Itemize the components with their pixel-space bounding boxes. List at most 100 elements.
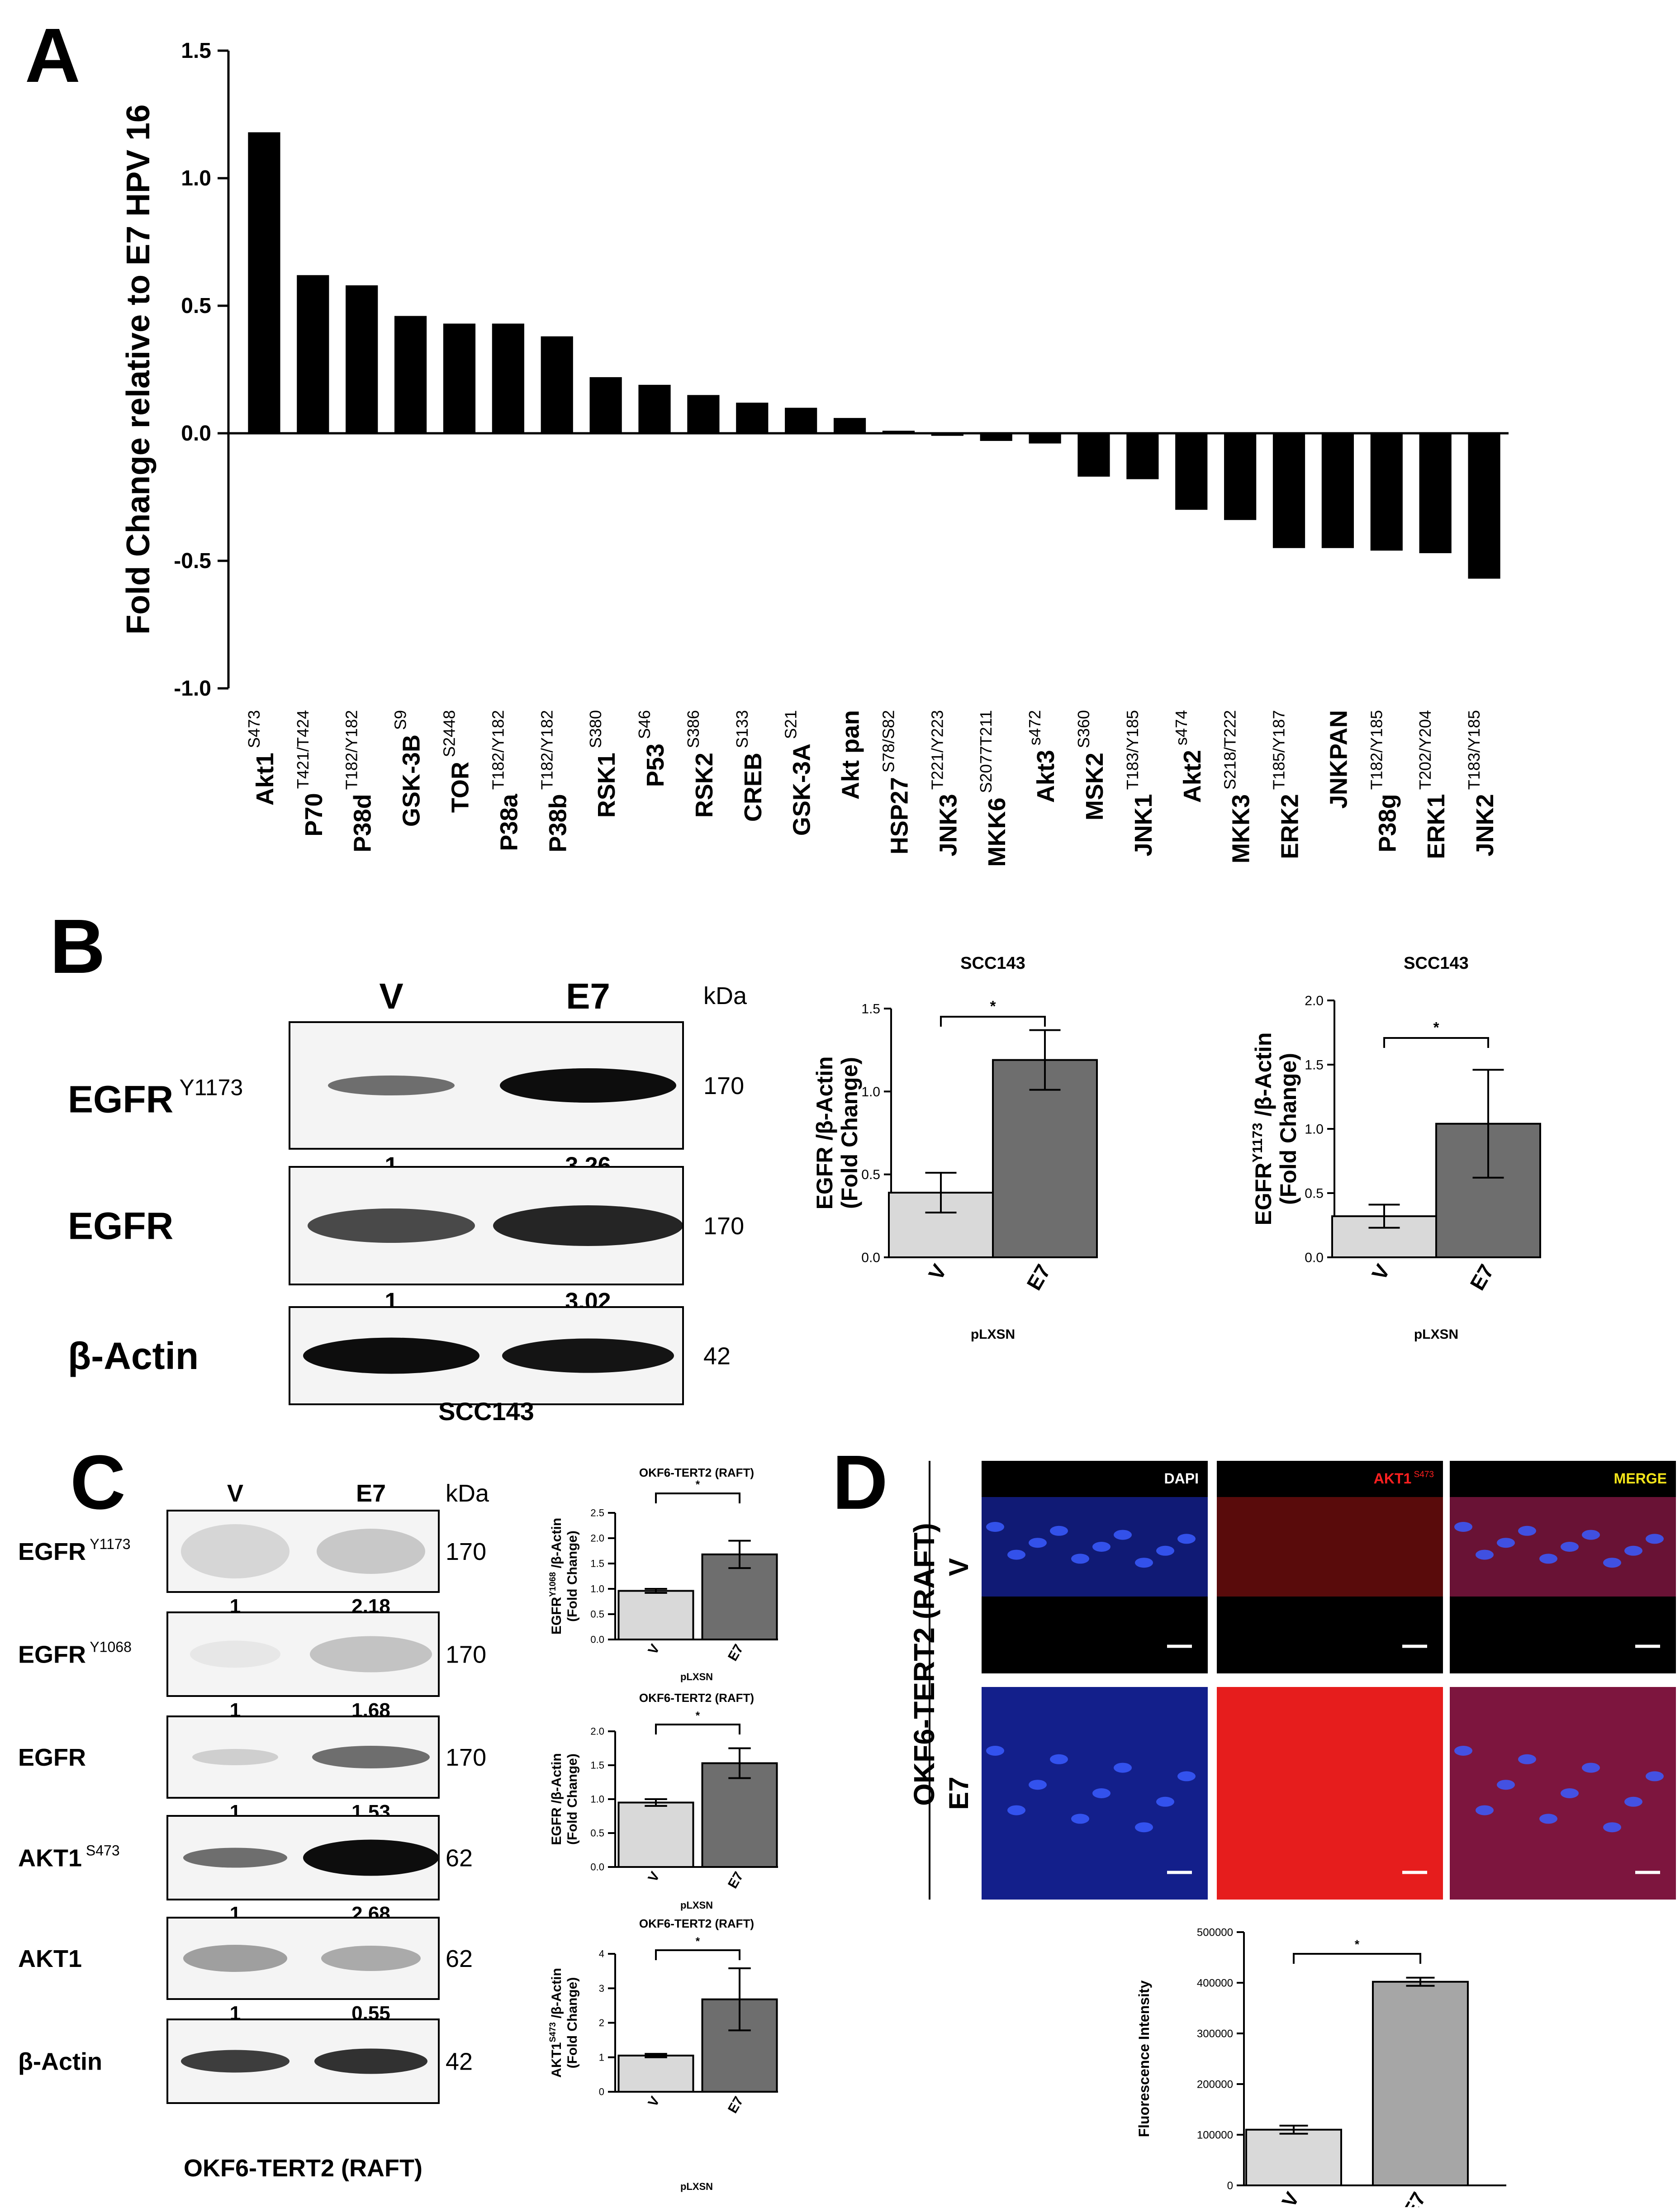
a-x-tick-label: P38b T182/Y182 bbox=[537, 710, 571, 853]
chart-y-tick-label: 1.0 bbox=[590, 1583, 604, 1595]
chart-x-tick-label: E7 bbox=[725, 2094, 746, 2116]
blot-band bbox=[314, 2048, 427, 2074]
chart-x-tick-label: E7 bbox=[1465, 1260, 1498, 1294]
a-bar bbox=[833, 418, 866, 433]
a-bar bbox=[1468, 433, 1500, 579]
blot-membrane bbox=[166, 1611, 440, 1697]
a-y-tick-label: -1.0 bbox=[174, 677, 211, 701]
chart-y-tick-label: 500000 bbox=[1197, 1926, 1233, 1938]
blot-lane-v: V bbox=[227, 1480, 243, 1507]
blot-band bbox=[328, 1076, 455, 1095]
a-x-tick-label: JNK1 T183/Y185 bbox=[1123, 710, 1157, 857]
micro-row-label: V bbox=[944, 1558, 974, 1576]
blot-kda-label: kDa bbox=[703, 982, 747, 1009]
chart-significance-bracket bbox=[655, 1493, 740, 1503]
chart-significance-star: * bbox=[696, 1710, 700, 1722]
chart-significance-star: * bbox=[1433, 1019, 1439, 1036]
micro-nucleus bbox=[1071, 1814, 1089, 1824]
micro-column-label: DAPI bbox=[1164, 1470, 1199, 1487]
micro-panel bbox=[1217, 1461, 1443, 1673]
chart-y-tick-label: 2.5 bbox=[590, 1507, 604, 1519]
panel-c-chart-akt1-s473: OKF6-TERT2 (RAFT) 0 1 2 3 4 AKT1S473 /β-Actin(… bbox=[548, 1917, 778, 2192]
chart-significance-star: * bbox=[696, 1935, 700, 1947]
chart-y-axis-label: EGFR /β-Actin bbox=[812, 1057, 837, 1210]
a-bar bbox=[589, 377, 622, 433]
chart-bar bbox=[992, 1059, 1098, 1258]
chart-x-tick-label: E7 bbox=[1399, 2189, 1430, 2207]
chart-x-tick-label: V bbox=[645, 2094, 663, 2109]
chart-y-tick-label: 0.5 bbox=[590, 1828, 604, 1839]
micro-tissue bbox=[1217, 1687, 1443, 1900]
a-x-tick-label: Akt pan bbox=[837, 710, 864, 800]
chart-y-tick-label: 1.0 bbox=[590, 1794, 604, 1805]
a-bar bbox=[638, 384, 671, 433]
chart-significance-bracket bbox=[940, 1016, 1046, 1027]
a-bar bbox=[1370, 433, 1403, 551]
blot-row-label: EGFR Y1173 bbox=[68, 1075, 243, 1120]
a-x-tick-label: JNK2 T183/Y185 bbox=[1465, 710, 1499, 857]
chart-y-tick-label: 2.0 bbox=[1305, 994, 1324, 1009]
chart-x-tick-label: V bbox=[924, 1260, 951, 1284]
micro-nucleus bbox=[1561, 1788, 1579, 1798]
chart-x-tick-label: V bbox=[645, 1642, 663, 1657]
blot-row-label: β-Actin bbox=[18, 2048, 102, 2075]
blot-row-label: EGFR bbox=[18, 1744, 86, 1771]
chart-x-tick-label: V bbox=[1367, 1260, 1395, 1284]
micro-column-label: MERGE bbox=[1614, 1470, 1667, 1487]
chart-y-tick-label: 1.5 bbox=[1305, 1058, 1324, 1073]
blot-cell-line: SCC143 bbox=[438, 1397, 534, 1426]
a-x-tick-label: JNKPAN bbox=[1325, 710, 1352, 809]
chart-x-axis-label: pLXSN bbox=[971, 1327, 1015, 1342]
a-x-tick-label: Akt1 S473 bbox=[245, 710, 279, 805]
micro-nucleus bbox=[1092, 1788, 1111, 1798]
chart-bar bbox=[1245, 2128, 1342, 2186]
a-y-tick-label: 0.5 bbox=[181, 294, 211, 318]
micro-nucleus bbox=[1007, 1805, 1025, 1815]
panel-b-chart-egfr-y1173: SCC143 0.0 0.5 1.0 1.5 2.0 EGFRY1173 /β-Actin(… bbox=[1249, 954, 1541, 1342]
micro-nucleus bbox=[1646, 1771, 1664, 1782]
a-y-tick-label: 1.0 bbox=[181, 166, 211, 190]
chart-y-tick-label: 300000 bbox=[1197, 2028, 1233, 2040]
chart-y-tick-label: 1.0 bbox=[861, 1085, 880, 1099]
micro-nucleus bbox=[1092, 1542, 1111, 1552]
chart-title: SCC143 bbox=[960, 954, 1025, 973]
a-bar bbox=[687, 395, 720, 433]
a-bar bbox=[541, 336, 573, 433]
panel-letter-c: C bbox=[70, 1440, 126, 1526]
chart-y-axis-label: Fluorescence Intensity bbox=[1136, 1980, 1152, 2137]
micro-nucleus bbox=[1476, 1549, 1494, 1560]
blot-kda-value: 170 bbox=[703, 1213, 744, 1240]
micro-nucleus bbox=[1454, 1746, 1472, 1756]
chart-significance-bracket bbox=[655, 1724, 740, 1734]
blot-membrane bbox=[166, 1510, 440, 1593]
a-x-tick-label: RSK2 S386 bbox=[684, 710, 718, 818]
a-bar bbox=[297, 275, 329, 433]
micro-nucleus bbox=[1029, 1538, 1047, 1548]
a-bar bbox=[1029, 433, 1061, 444]
micro-nucleus bbox=[1582, 1763, 1600, 1773]
micro-nucleus bbox=[1561, 1542, 1579, 1552]
blot-band bbox=[310, 1636, 432, 1673]
chart-y-axis-label-2: (Fold Change) bbox=[837, 1057, 862, 1209]
blot-band bbox=[183, 1945, 287, 1972]
blot-row-label: EGFR bbox=[68, 1204, 173, 1247]
chart-y-axis-label: EGFR /β-Actin bbox=[549, 1753, 564, 1845]
a-bar bbox=[1321, 433, 1354, 548]
chart-y-tick-label: 0.0 bbox=[1305, 1251, 1324, 1265]
micro-row-label: E7 bbox=[944, 1777, 974, 1810]
blot-cell-line: OKF6-TERT2 (RAFT) bbox=[184, 2155, 422, 2182]
chart-y-tick-label: 400000 bbox=[1197, 1977, 1233, 1989]
a-bar bbox=[346, 285, 378, 433]
a-y-axis-label: Fold Change relative to E7 HPV 16 bbox=[120, 104, 157, 635]
chart-y-axis-label: EGFRY1068 /β-Actin bbox=[548, 1518, 564, 1635]
micro-nucleus bbox=[986, 1522, 1004, 1532]
a-bar bbox=[1224, 433, 1257, 520]
micro-nucleus bbox=[986, 1746, 1004, 1756]
blot-band bbox=[303, 1839, 439, 1876]
a-x-tick-label: P38d T182/Y182 bbox=[342, 710, 376, 853]
blot-kda-value: 170 bbox=[446, 1641, 486, 1668]
micro-nucleus bbox=[1476, 1805, 1494, 1815]
chart-bar bbox=[1372, 1981, 1469, 2186]
micro-nucleus bbox=[1114, 1530, 1132, 1540]
